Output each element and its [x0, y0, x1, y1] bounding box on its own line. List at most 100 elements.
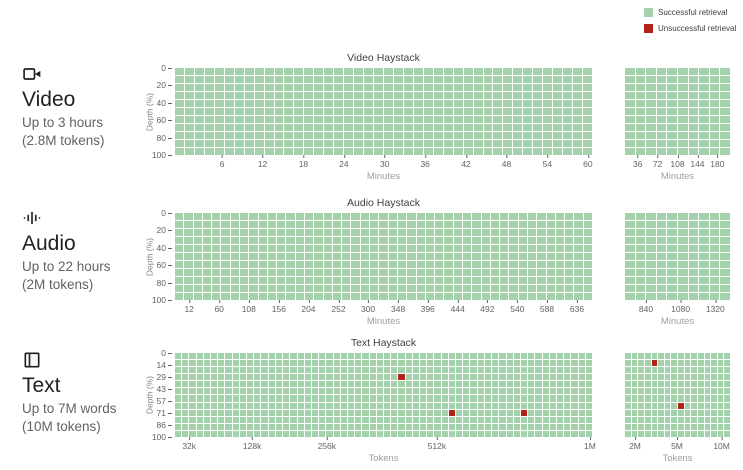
successful-retrieval-cell [314, 116, 324, 123]
successful-retrieval-cell [398, 409, 405, 416]
successful-retrieval-cell [583, 124, 592, 131]
successful-retrieval-cell [388, 213, 397, 220]
successful-retrieval-cell [556, 402, 564, 409]
successful-retrieval-cell [549, 353, 556, 360]
successful-retrieval-cell [688, 269, 699, 276]
successful-retrieval-cell [324, 148, 334, 155]
successful-retrieval-cell [334, 108, 344, 115]
successful-retrieval-cell [393, 140, 403, 147]
successful-retrieval-cell [342, 277, 351, 284]
successful-retrieval-cell [527, 269, 537, 276]
successful-retrieval-cell [537, 213, 546, 220]
successful-retrieval-cell [704, 409, 711, 416]
successful-retrieval-cell [407, 245, 416, 252]
successful-retrieval-cell [362, 360, 369, 367]
successful-retrieval-cell [351, 237, 360, 244]
successful-retrieval-cell [720, 92, 730, 99]
successful-retrieval-cell [333, 423, 340, 430]
successful-retrieval-cell [258, 253, 267, 260]
successful-retrieval-cell [398, 381, 405, 388]
successful-retrieval-cell [574, 213, 583, 220]
successful-retrieval-cell [625, 229, 635, 236]
successful-retrieval-cell [473, 124, 483, 131]
successful-retrieval-cell [644, 423, 651, 430]
successful-retrieval-cell [407, 293, 416, 300]
successful-retrieval-cell [340, 395, 347, 402]
successful-retrieval-cell [247, 367, 254, 374]
successful-retrieval-cell [297, 360, 304, 367]
successful-retrieval-cell [492, 402, 499, 409]
successful-retrieval-cell [520, 388, 528, 395]
successful-retrieval-cell [254, 116, 264, 123]
successful-retrieval-cell [247, 402, 254, 409]
successful-retrieval-cell [463, 132, 473, 139]
successful-retrieval-cell [175, 124, 184, 131]
successful-retrieval-cell [518, 285, 527, 292]
successful-retrieval-cell [225, 360, 232, 367]
successful-retrieval-cell [635, 84, 646, 91]
successful-retrieval-cell [211, 402, 218, 409]
successful-retrieval-cell [384, 423, 391, 430]
successful-retrieval-cell [574, 269, 583, 276]
successful-retrieval-cell [261, 423, 268, 430]
successful-retrieval-cell [258, 245, 267, 252]
successful-retrieval-cell [453, 76, 463, 83]
successful-retrieval-cell [391, 367, 398, 374]
successful-retrieval-cell [481, 269, 490, 276]
successful-retrieval-cell [212, 229, 221, 236]
successful-retrieval-cell [230, 285, 240, 292]
successful-retrieval-cell [549, 374, 556, 381]
successful-retrieval-cell [326, 374, 333, 381]
successful-retrieval-cell [651, 416, 658, 423]
successful-retrieval-cell [332, 253, 342, 260]
successful-retrieval-cell [435, 293, 444, 300]
successful-retrieval-cell [472, 277, 481, 284]
successful-retrieval-cell [412, 430, 420, 437]
successful-retrieval-cell [493, 132, 503, 139]
successful-retrieval-cell [267, 245, 277, 252]
successful-retrieval-cell [196, 402, 203, 409]
successful-retrieval-cell [347, 423, 355, 430]
y-tick-label: 86 [156, 420, 173, 430]
successful-retrieval-cell [472, 293, 481, 300]
successful-retrieval-cell [212, 221, 221, 228]
successful-retrieval-cell [720, 229, 730, 236]
successful-retrieval-cell [423, 124, 433, 131]
successful-retrieval-cell [234, 108, 244, 115]
successful-retrieval-cell [202, 213, 212, 220]
successful-retrieval-cell [407, 285, 416, 292]
successful-retrieval-cell [699, 92, 709, 99]
successful-retrieval-cell [503, 124, 513, 131]
successful-retrieval-cell [286, 245, 295, 252]
successful-retrieval-cell [323, 285, 332, 292]
successful-retrieval-cell [473, 76, 483, 83]
successful-retrieval-cell [224, 68, 234, 75]
successful-retrieval-cell [393, 132, 403, 139]
successful-retrieval-cell [370, 221, 379, 228]
successful-retrieval-cell [244, 92, 254, 99]
successful-retrieval-cell [314, 132, 324, 139]
successful-retrieval-cell [423, 116, 433, 123]
successful-retrieval-cell [720, 293, 730, 300]
x-axis-label: Minutes [660, 316, 695, 327]
successful-retrieval-cell [453, 140, 463, 147]
successful-retrieval-cell [225, 416, 232, 423]
successful-retrieval-cell [565, 269, 574, 276]
successful-retrieval-cell [688, 213, 699, 220]
successful-retrieval-cell [462, 229, 472, 236]
successful-retrieval-cell [444, 229, 453, 236]
successful-retrieval-cell [175, 402, 182, 409]
successful-retrieval-cell [688, 221, 699, 228]
successful-retrieval-cell [506, 409, 513, 416]
successful-retrieval-cell [463, 423, 470, 430]
successful-retrieval-cell [290, 409, 297, 416]
successful-retrieval-cell [384, 84, 393, 91]
successful-retrieval-cell [658, 367, 664, 374]
successful-retrieval-cell [691, 409, 697, 416]
successful-retrieval-cell [543, 92, 553, 99]
successful-retrieval-cell [212, 237, 221, 244]
successful-retrieval-cell [500, 277, 509, 284]
successful-retrieval-cell [234, 68, 244, 75]
successful-retrieval-cell [297, 423, 304, 430]
successful-retrieval-cell [549, 423, 556, 430]
